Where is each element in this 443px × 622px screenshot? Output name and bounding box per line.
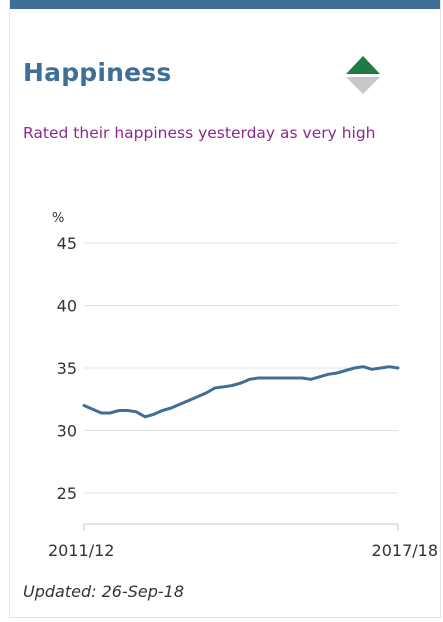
y-tick-label: 45	[57, 234, 77, 253]
y-tick-label: 40	[57, 297, 77, 316]
updated-date: Updated: 26-Sep-18	[23, 582, 184, 601]
y-tick-label: 30	[57, 422, 77, 441]
card-title: Happiness	[23, 58, 172, 87]
y-axis-unit-label: %	[52, 211, 64, 226]
happiness-line-chart: % 25 30 35 40 45 2011/12 2017/18	[48, 211, 438, 560]
card-top-bar	[9, 0, 441, 9]
x-tick-label: 2011/12	[48, 541, 114, 560]
x-tick-label: 2017/18	[372, 541, 438, 560]
y-tick-label: 25	[57, 484, 77, 503]
indicator-card	[9, 0, 441, 618]
card-subtitle: Rated their happiness yesterday as very …	[23, 124, 376, 142]
series-line	[82, 365, 400, 419]
y-tick-label: 35	[57, 359, 77, 378]
up-down-triangle-icon	[346, 56, 380, 94]
